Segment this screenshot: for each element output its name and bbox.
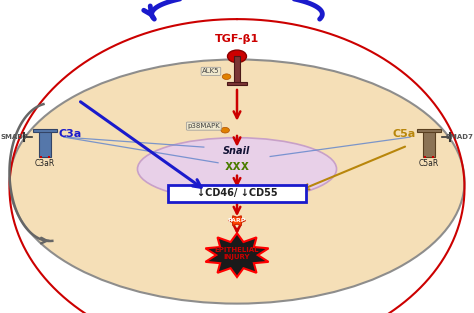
Text: C5a: C5a (392, 129, 416, 139)
FancyBboxPatch shape (168, 185, 306, 202)
Polygon shape (205, 233, 269, 277)
Text: PARP: PARP (228, 218, 246, 223)
Circle shape (221, 127, 229, 133)
Bar (234, 56, 240, 83)
Bar (40, 156, 43, 158)
Text: EPITHELIAL
INJURY: EPITHELIAL INJURY (215, 247, 259, 260)
Ellipse shape (137, 138, 337, 200)
Text: p38MAPK: p38MAPK (187, 123, 220, 129)
Text: Snail: Snail (223, 146, 251, 156)
Text: xxx: xxx (224, 159, 250, 173)
Bar (33, 129, 57, 132)
Text: C3aR: C3aR (35, 159, 55, 168)
Bar (423, 131, 435, 156)
Bar (432, 156, 434, 158)
Bar (48, 156, 50, 158)
Text: SMAD7: SMAD7 (1, 134, 29, 140)
Bar (417, 129, 441, 132)
Circle shape (222, 74, 231, 80)
Text: C3a: C3a (58, 129, 82, 139)
Text: TGF-β1: TGF-β1 (215, 34, 259, 44)
Text: ↓CD46/ ↓CD55: ↓CD46/ ↓CD55 (197, 188, 277, 198)
Bar (227, 82, 247, 85)
Text: C5aR: C5aR (419, 159, 439, 168)
Polygon shape (228, 216, 246, 226)
Text: SMAD7: SMAD7 (445, 134, 473, 140)
Bar (424, 156, 427, 158)
Text: ALK5: ALK5 (202, 68, 219, 74)
Ellipse shape (9, 59, 465, 304)
Circle shape (228, 50, 246, 63)
Bar (39, 131, 51, 156)
